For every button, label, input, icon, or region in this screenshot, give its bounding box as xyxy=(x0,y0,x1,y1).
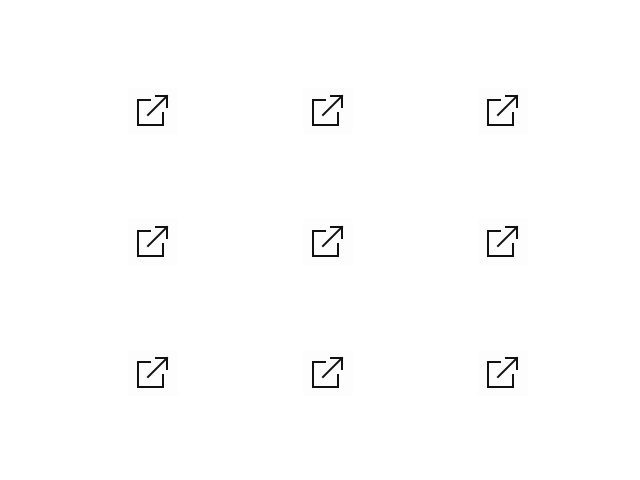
external-link-icon xyxy=(486,356,520,390)
external-link-button-r1c1[interactable] xyxy=(128,88,178,134)
external-link-button-r2c3[interactable] xyxy=(478,219,528,265)
external-link-icon xyxy=(136,94,170,128)
external-link-button-r1c3[interactable] xyxy=(478,88,528,134)
external-link-icon xyxy=(136,356,170,390)
external-link-button-r2c2[interactable] xyxy=(303,219,353,265)
external-link-icon xyxy=(136,225,170,259)
external-link-button-r2c1[interactable] xyxy=(128,219,178,265)
external-link-button-r3c2[interactable] xyxy=(303,350,353,396)
external-link-icon xyxy=(311,94,345,128)
external-link-icon xyxy=(486,225,520,259)
external-link-button-r1c2[interactable] xyxy=(303,88,353,134)
external-link-icon xyxy=(311,356,345,390)
external-link-icon xyxy=(486,94,520,128)
external-link-icon xyxy=(311,225,345,259)
external-link-button-r3c1[interactable] xyxy=(128,350,178,396)
external-link-button-r3c3[interactable] xyxy=(478,350,528,396)
